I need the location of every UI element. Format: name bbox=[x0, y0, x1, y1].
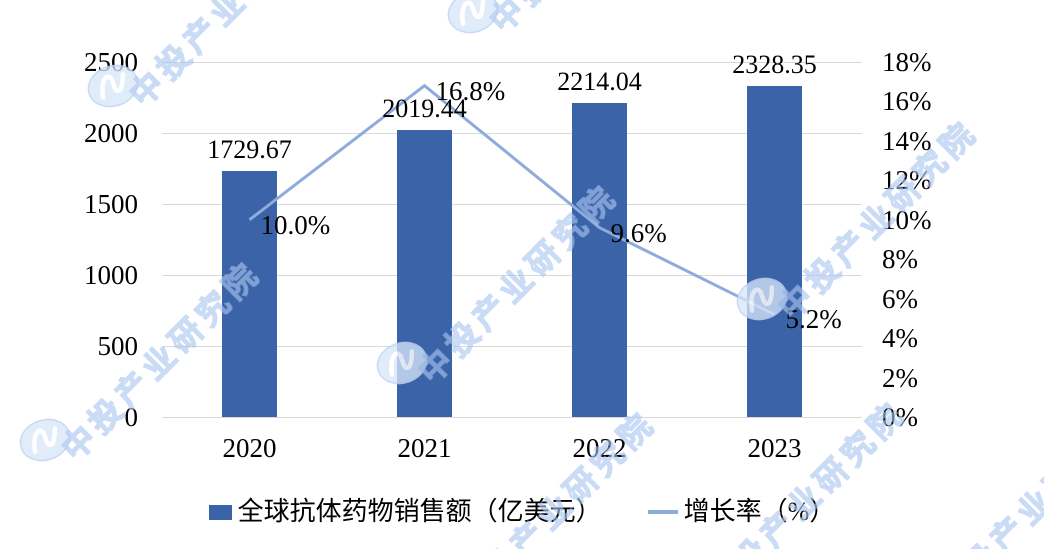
bar-value-label: 2019.44 bbox=[382, 94, 467, 124]
x-axis-label: 2020 bbox=[222, 433, 277, 463]
growth-line bbox=[248, 83, 776, 316]
x-axis-label: 2023 bbox=[747, 433, 802, 463]
y-axis-right-tick: 6% bbox=[882, 283, 918, 314]
legend: 全球抗体药物销售额（亿美元） 增长率（%） bbox=[0, 495, 1044, 529]
gridline bbox=[162, 133, 862, 134]
x-axis-label: 2022 bbox=[572, 433, 627, 463]
x-axis-label: 2021 bbox=[397, 433, 452, 463]
bar-value-label: 1729.67 bbox=[207, 135, 292, 165]
y-axis-left-tick: 1000 bbox=[84, 260, 138, 290]
legend-label: 增长率（%） bbox=[683, 497, 836, 526]
bar-2020 bbox=[222, 171, 277, 417]
legend-item-sales: 全球抗体药物销售额（亿美元） bbox=[208, 495, 602, 529]
legend-square-marker-icon bbox=[208, 504, 232, 520]
gridline bbox=[162, 204, 862, 205]
growth-polyline bbox=[248, 83, 776, 316]
legend-item-growth: 增长率（%） bbox=[647, 495, 836, 529]
legend-label: 全球抗体药物销售额（亿美元） bbox=[237, 497, 602, 526]
line-point-label: 9.6% bbox=[610, 217, 667, 248]
y-axis-right-tick: 0% bbox=[882, 402, 918, 432]
bar-value-label: 2328.35 bbox=[732, 50, 817, 80]
line-point-label: 16.8% bbox=[435, 75, 506, 106]
line-point-label: 10.0% bbox=[260, 209, 331, 240]
gridline bbox=[162, 346, 862, 347]
y-axis-right-tick: 12% bbox=[882, 165, 932, 196]
y-axis-right-tick: 18% bbox=[882, 47, 932, 77]
bar-2022 bbox=[572, 102, 627, 417]
y-axis-right-tick: 16% bbox=[882, 86, 932, 117]
y-axis-left-tick: 0 bbox=[124, 402, 139, 432]
gridline bbox=[162, 62, 862, 63]
y-axis-left-tick: 2000 bbox=[84, 118, 138, 148]
bar-2023 bbox=[747, 86, 802, 417]
y-axis-right-tick: 8% bbox=[882, 244, 918, 275]
legend-line-marker-icon bbox=[647, 510, 678, 514]
gridline bbox=[162, 417, 862, 418]
y-axis-left-tick: 1500 bbox=[84, 189, 138, 219]
y-axis-right-tick: 10% bbox=[882, 204, 932, 235]
bar-value-label: 2214.04 bbox=[557, 66, 642, 96]
y-axis-left-tick: 500 bbox=[97, 331, 139, 361]
y-axis-right-tick: 2% bbox=[882, 362, 918, 393]
gridline bbox=[162, 275, 862, 276]
line-point-label: 5.2% bbox=[785, 304, 842, 335]
y-axis-right-tick: 4% bbox=[882, 323, 918, 354]
y-axis-right-tick: 14% bbox=[882, 125, 932, 156]
